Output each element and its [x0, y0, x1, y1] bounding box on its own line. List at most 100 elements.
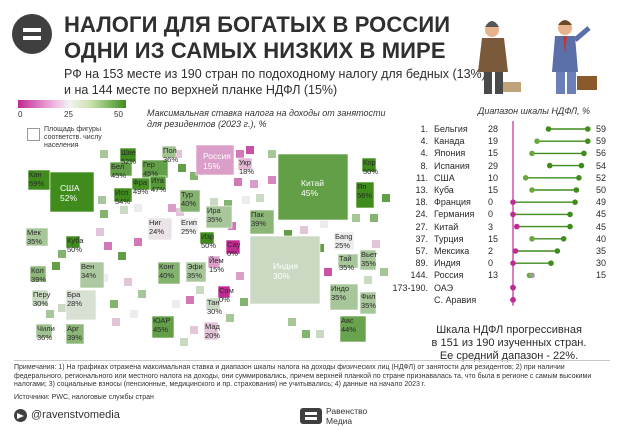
- illustration: [478, 20, 597, 94]
- country-block: [35, 323, 53, 339]
- rank-label: 4.: [420, 148, 428, 159]
- size-legend-text: Площадь фигуры соответств. числу населения: [44, 126, 102, 149]
- small-country-block: [302, 330, 310, 338]
- country-label: Егип 25%: [181, 218, 197, 236]
- country-name: ОАЭ: [434, 282, 454, 293]
- country-label: Конг 40%: [159, 262, 175, 280]
- country-block: [249, 209, 275, 235]
- poor-man-figure: [478, 21, 521, 94]
- country-block: [195, 144, 235, 176]
- small-country-block: [364, 276, 372, 284]
- small-country-block: [242, 196, 250, 204]
- country-block: [149, 175, 167, 191]
- max-point: [573, 187, 580, 193]
- country-block: [29, 265, 47, 283]
- max-point: [578, 162, 585, 169]
- country-block: [329, 283, 359, 311]
- max-point: [567, 223, 573, 230]
- country-label: Вен 34%: [81, 262, 97, 280]
- small-country-block: [96, 228, 104, 236]
- small-country-block: [236, 272, 244, 280]
- small-country-block: [300, 226, 308, 234]
- small-country-block: [352, 214, 360, 222]
- scale-max-label: 50: [114, 110, 123, 119]
- max-value: 50: [596, 185, 607, 195]
- telegram-handle[interactable]: @ravenstvomedia: [31, 409, 120, 421]
- small-country-block: [196, 286, 204, 294]
- max-value: 30: [596, 258, 607, 269]
- max-value: 49: [596, 197, 607, 208]
- small-country-block: [234, 178, 242, 186]
- small-country-block: [324, 268, 332, 276]
- country-label: Ниг 24%: [149, 218, 165, 236]
- country-block: [337, 253, 359, 269]
- max-value: 52: [596, 172, 607, 183]
- country-label: Тай 35%: [339, 254, 355, 272]
- country-name: Япония: [434, 148, 466, 159]
- country-block: [65, 235, 81, 249]
- country-label: Эфи 35%: [187, 262, 203, 280]
- sources: Источники: PWC, налоговые службы стран: [14, 394, 154, 401]
- country-label: Индо 35%: [331, 284, 350, 302]
- small-country-block: [250, 180, 258, 188]
- small-country-block: [380, 268, 388, 276]
- rank-label: 11.: [416, 172, 428, 183]
- country-name: С. Аравия: [434, 294, 477, 305]
- country-block: [203, 321, 219, 341]
- telegram-icon: [14, 409, 27, 422]
- max-point: [554, 248, 561, 254]
- country-name: Китай: [434, 221, 459, 232]
- country-block: [79, 261, 105, 289]
- country-block: [359, 291, 377, 315]
- country-label: Арг 39%: [67, 324, 83, 342]
- small-country-block: [382, 194, 390, 202]
- country-name: Канада: [434, 136, 465, 147]
- small-country-block: [168, 204, 176, 212]
- country-block: [355, 181, 375, 209]
- small-country-block: [240, 298, 248, 306]
- map-scale-title: Максимальная ставка налога на доходы от …: [147, 108, 386, 129]
- small-country-block: [112, 318, 120, 326]
- rank-label: 24.: [415, 209, 428, 220]
- rank-label: 8.: [420, 160, 428, 171]
- max-point: [510, 297, 516, 303]
- country-label: Китай 45%: [301, 178, 324, 198]
- rank-label: 27.: [415, 221, 428, 232]
- small-country-block: [320, 220, 328, 228]
- max-point: [529, 272, 535, 279]
- small-country-block: [58, 250, 66, 258]
- small-country-block: [98, 196, 106, 204]
- min-value: 2: [488, 246, 494, 256]
- country-block: [25, 227, 49, 247]
- max-value: 15: [596, 270, 607, 281]
- max-value: 45: [596, 209, 607, 220]
- country-label: Фра 49%: [133, 178, 149, 196]
- small-country-block: [190, 326, 198, 334]
- max-value: 45: [596, 221, 607, 232]
- max-point: [584, 138, 591, 144]
- country-label: Ира 35%: [207, 206, 223, 224]
- min-value: 13: [488, 270, 499, 281]
- country-label: Бра 28%: [67, 290, 83, 308]
- country-name: Куба: [434, 185, 454, 195]
- country-name: Германия: [434, 209, 475, 220]
- rank-label: 57.: [415, 246, 428, 256]
- country-block: [65, 323, 85, 345]
- country-name: Бельгия: [434, 124, 468, 134]
- max-point: [510, 284, 516, 291]
- rank-label: 173-190.: [392, 282, 428, 293]
- min-point: [529, 150, 535, 157]
- country-label: Индия 30%: [273, 261, 299, 281]
- country-block: [157, 261, 181, 285]
- rank-label: 89.: [415, 258, 428, 269]
- page-title: НАЛОГИ ДЛЯ БОГАТЫХ В РОССИИ ОДНИ ИЗ САМЫ…: [64, 12, 451, 63]
- country-label: ЮАР 45%: [153, 316, 171, 334]
- country-label: Бел 45%: [111, 162, 127, 180]
- country-block: [249, 235, 321, 305]
- min-point: [545, 126, 552, 132]
- country-label: Яп 56%: [357, 182, 373, 200]
- small-country-block: [370, 214, 378, 222]
- country-block: [207, 255, 221, 269]
- scale-mid-label: 25: [64, 110, 73, 119]
- country-label: США 52%: [60, 183, 80, 203]
